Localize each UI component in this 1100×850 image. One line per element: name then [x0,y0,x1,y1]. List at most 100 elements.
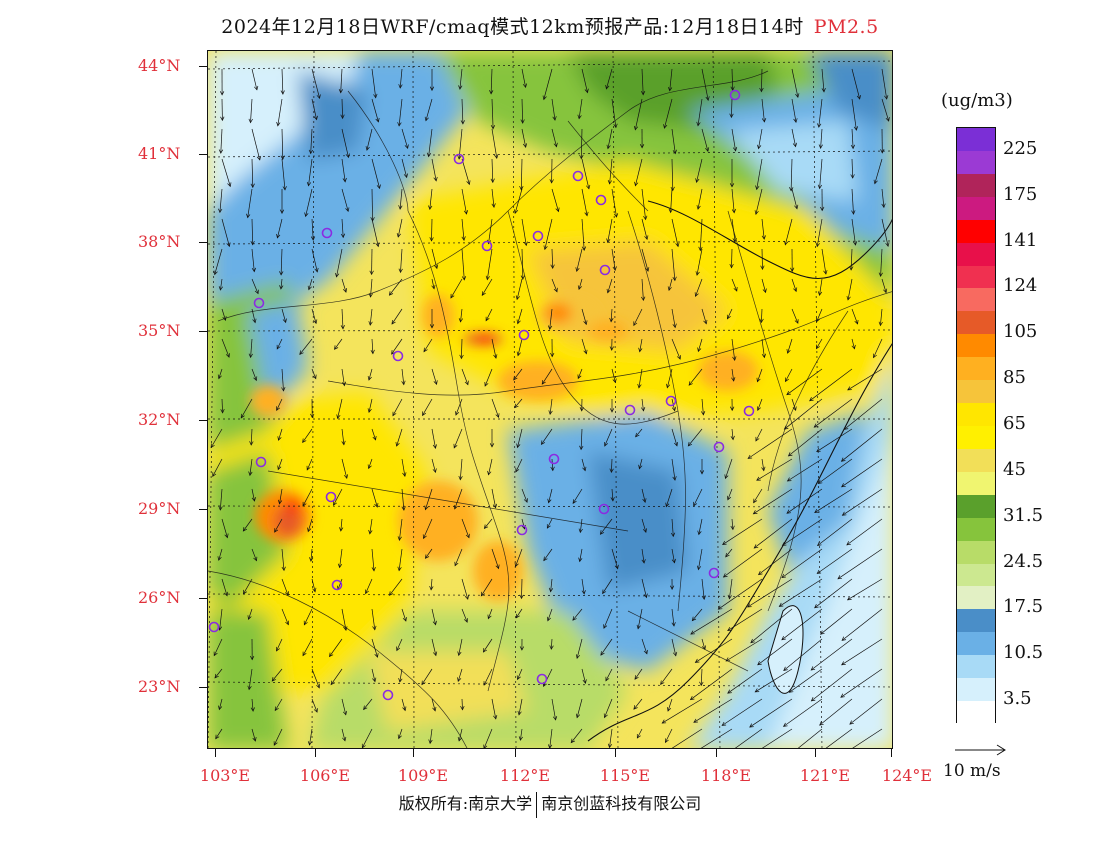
wind-vector-head [849,720,854,725]
wind-vector [305,188,313,217]
wind-vector [341,128,349,158]
wind-vector [783,698,823,727]
lon-label-115e: 115°E [599,766,651,785]
wind-vector [729,578,733,599]
wind-vector [389,578,403,596]
wind-vector [841,608,883,641]
wind-vector [701,308,707,324]
wind-vector-head [729,406,735,412]
wind-vector-head [578,528,583,534]
wind-vector [847,578,883,601]
wind-vector-head [276,646,280,652]
wind-vector-head [250,183,255,189]
wind-vector-head [636,624,641,630]
wind-vector [851,158,854,179]
wind-vector [634,98,643,130]
wind-vector [392,398,403,416]
wind-vector-head [397,122,402,127]
wind-vector-head [424,116,429,122]
wind-vector [755,188,763,215]
wind-vector [218,548,223,561]
wind-vector [581,458,586,471]
wind-vector [731,188,735,213]
wind-vector [457,668,463,682]
wind-vector-head [513,375,518,381]
wind-vector [401,368,405,385]
wind-vector-head [756,377,761,383]
wind-vector-head [463,618,468,623]
wind-vector [311,68,320,99]
wind-vector [541,428,553,445]
wind-vector-head [483,681,488,686]
wind-vector-head [279,271,284,276]
wind-vector-head [577,374,582,380]
wind-vector-head [819,206,825,212]
wind-vector-head [577,285,582,291]
wind-vector [369,308,373,326]
legend-level-label: 10.5 [1003,642,1044,664]
wind-vector [841,428,883,462]
wind-vector-head [817,291,823,296]
wind-vector [753,488,763,503]
wind-vector [636,728,643,739]
wind-vector [273,728,283,746]
wind-vector [218,368,223,379]
wind-vector-head [667,707,672,712]
wind-vector [425,488,433,510]
wind-vector-head [613,123,618,129]
wind-vector-head [284,591,289,596]
wind-vector-head [515,295,520,301]
wind-vector-head [392,411,397,417]
wind-vector-head [495,413,500,419]
wind-vector [421,668,433,685]
wind-vector-head [850,174,855,179]
wind-vector [302,638,313,656]
wind-vector-head [249,655,255,661]
wind-vector-head [312,587,317,593]
wind-vector [423,518,433,539]
wind-vector [641,248,649,272]
wind-vector-head [340,324,345,330]
wind-vector [214,668,223,679]
wind-vector [240,398,253,419]
wind-vector [250,338,253,358]
wind-vector-head [699,681,704,687]
lat-tick [199,420,207,421]
wind-vector-head [345,153,350,159]
wind-vector-head [696,121,701,127]
wind-vector [281,368,284,391]
wind-vector [791,398,797,411]
wind-vector [340,518,343,532]
wind-vector [695,278,703,297]
wind-vector [368,398,373,413]
wind-vector-head [609,408,615,413]
wind-vector-head [885,117,890,122]
wind-vector-head [251,497,256,502]
wind-vector-head [222,316,227,321]
wind-vector-head [396,646,401,652]
wind-vector [791,188,798,209]
wind-vector-head [603,624,608,629]
wind-vector [846,518,883,546]
wind-vector [431,698,436,711]
wind-vector [578,278,583,290]
wind-vector [399,518,403,541]
forecast-map[interactable] [207,50,893,749]
wind-vector-head [493,354,498,359]
wind-vector-head [577,114,582,120]
lat-label-23n: 23°N [138,677,181,696]
wind-vector-head [672,276,677,282]
wind-vector [816,308,823,322]
wind-vector-head [729,183,735,188]
legend-level-label: 45 [1003,458,1026,480]
wind-vector [429,188,433,210]
wind-vector-head [335,272,340,278]
city-marker [382,689,394,701]
wind-vector-head [522,143,528,148]
wind-vector [401,488,405,511]
wind-vector-head [761,353,767,359]
wind-vector [605,668,613,681]
wind-vector-head [313,319,318,325]
wind-vector [816,338,823,349]
wind-vector-head [790,267,795,273]
